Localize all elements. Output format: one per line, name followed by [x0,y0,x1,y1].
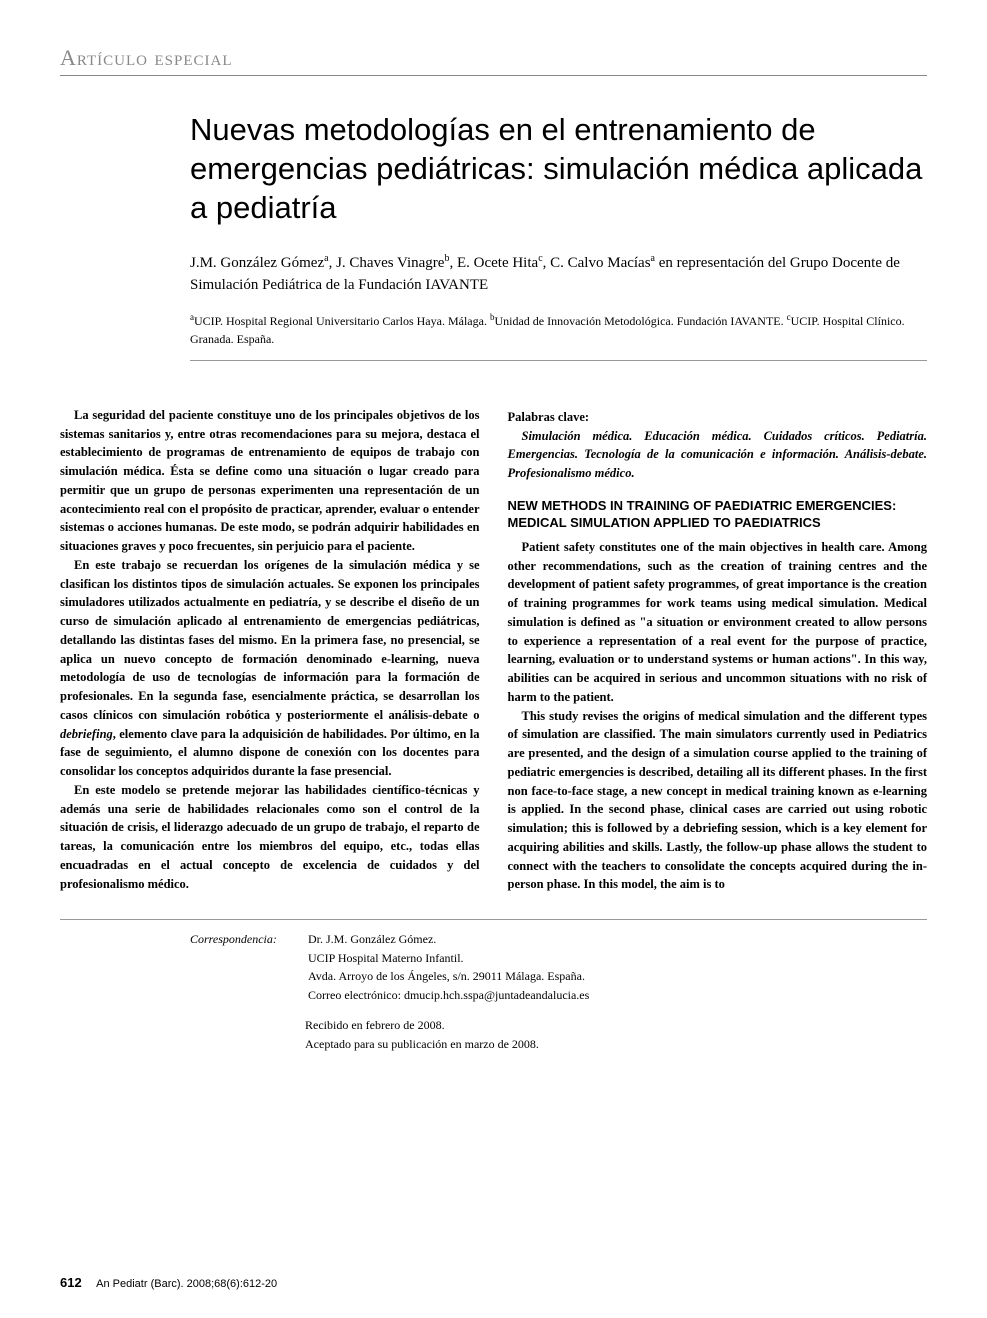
authors-line: J.M. González Gómeza, J. Chaves Vinagreb… [190,252,927,297]
citation: An Pediatr (Barc). 2008;68(6):612-20 [96,1278,277,1290]
english-title: NEW METHODS IN TRAINING OF PAEDIATRIC EM… [508,497,928,532]
abstract-es-p2: En este trabajo se recuerdan los orígene… [60,556,480,781]
abstract-right-column: Palabras clave: Simulación médica. Educa… [508,406,928,894]
abstract-columns: La seguridad del paciente constituye uno… [60,406,927,894]
page-footer: 612 An Pediatr (Barc). 2008;68(6):612-20 [60,1275,927,1290]
correspondence-block: Correspondencia: Dr. J.M. González Gómez… [190,930,927,1054]
abstract-es-p1: La seguridad del paciente constituye uno… [60,406,480,556]
corr-name: Dr. J.M. González Gómez. [308,932,436,946]
correspondence-body: Dr. J.M. González Gómez. UCIP Hospital M… [308,930,589,1004]
corr-dept: UCIP Hospital Materno Infantil. [308,951,464,965]
correspondence-rule [60,919,927,920]
title-block: Nuevas metodologías en el entrenamiento … [190,111,927,361]
abstract-en-p2: This study revises the origins of medica… [508,707,928,895]
keywords-label-es: Palabras clave: [508,408,928,427]
article-title: Nuevas metodologías en el entrenamiento … [190,111,927,227]
corr-address: Avda. Arroyo de los Ángeles, s/n. 29011 … [308,969,585,983]
keywords-es: Simulación médica. Educación médica. Cui… [508,427,928,483]
correspondence-label: Correspondencia: [190,930,305,949]
page-number: 612 [60,1275,82,1290]
correspondence-dates: Recibido en febrero de 2008. Aceptado pa… [305,1016,927,1053]
abstract-en-p1: Patient safety constitutes one of the ma… [508,538,928,707]
abstract-spanish: La seguridad del paciente constituye uno… [60,406,480,894]
corr-email-label: Correo electrónico: [308,988,401,1002]
section-header: Artículo especial [60,45,927,76]
abstract-es-p3: En este modelo se pretende mejorar las h… [60,781,480,894]
date-received: Recibido en febrero de 2008. [305,1018,445,1032]
affiliations: aUCIP. Hospital Regional Universitario C… [190,311,927,361]
corr-email: dmucip.hch.sspa@juntadeandalucia.es [404,988,589,1002]
date-accepted: Aceptado para su publicación en marzo de… [305,1037,539,1051]
